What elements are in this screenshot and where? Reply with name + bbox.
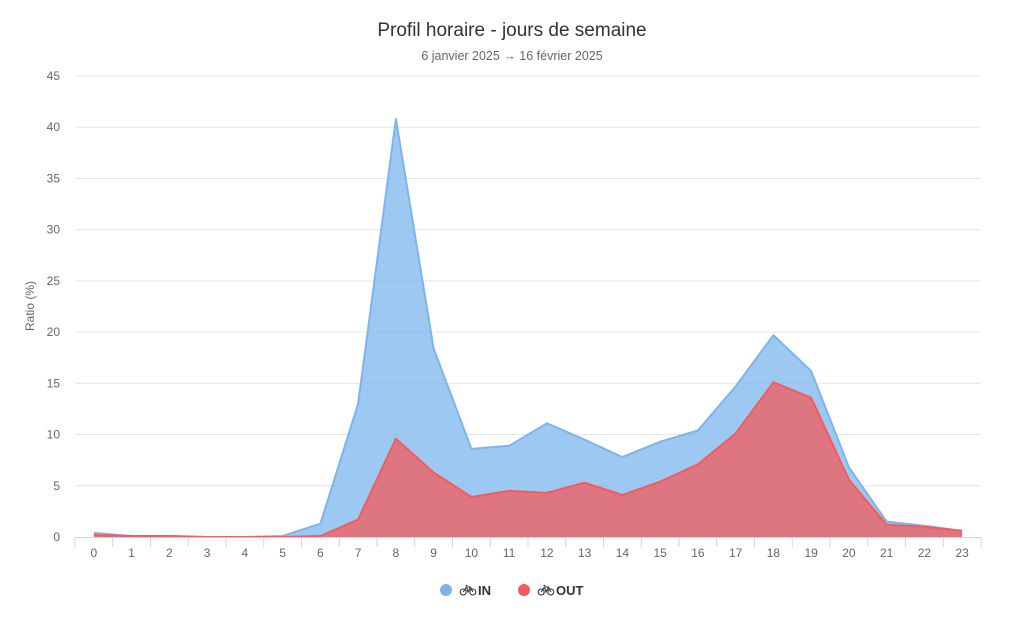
x-tick-label: 14	[616, 546, 630, 560]
y-tick-label: 35	[47, 171, 61, 185]
y-tick-label: 45	[47, 69, 61, 83]
legend-item-in[interactable]: IN	[440, 583, 491, 598]
x-tick-label: 11	[503, 546, 516, 560]
y-tick-label: 15	[47, 376, 61, 390]
x-tick-label: 16	[691, 546, 705, 560]
x-tick-label: 8	[393, 546, 400, 560]
x-tick-label: 3	[204, 546, 211, 560]
legend-marker	[518, 584, 530, 596]
x-tick-label: 5	[279, 546, 286, 560]
x-tick-label: 19	[804, 546, 818, 560]
y-tick-label: 25	[47, 274, 61, 288]
x-tick-label: 6	[317, 546, 324, 560]
x-tick-label: 1	[128, 546, 135, 560]
chart-title: Profil horaire - jours de semaine	[377, 20, 646, 41]
legend-marker	[440, 584, 452, 596]
legend-label-in: IN	[478, 583, 491, 598]
x-axis: 0 1 2 3 4 5 6 7 8 9 10 11 12 13 14 15 16 17 18 19 20 21 22 23	[74, 537, 982, 560]
y-tick-label: 5	[53, 479, 60, 493]
x-tick-label: 2	[166, 546, 173, 560]
y-axis: 0 5 10 15 20 25 30 35 40 45	[47, 69, 61, 544]
x-tick-label: 18	[767, 546, 781, 560]
bicycle-icon	[459, 584, 477, 596]
x-tick-label: 7	[355, 546, 362, 560]
legend-label-out: OUT	[556, 583, 584, 598]
y-tick-label: 10	[47, 428, 61, 442]
x-tick-label: 15	[653, 546, 667, 560]
x-tick-label: 0	[91, 546, 98, 560]
x-tick-label: 21	[880, 546, 894, 560]
y-tick-label: 30	[47, 223, 61, 237]
y-tick-label: 40	[47, 120, 61, 134]
x-tick-label: 9	[430, 546, 437, 560]
legend: IN OUT	[440, 583, 584, 598]
x-tick-label: 17	[729, 546, 743, 560]
bicycle-icon	[537, 584, 555, 596]
x-tick-label: 22	[918, 546, 932, 560]
y-tick-label: 20	[47, 325, 61, 339]
chart-subtitle: 6 janvier 2025 → 16 février 2025	[421, 49, 602, 63]
x-tick-label: 20	[842, 546, 856, 560]
legend-item-out[interactable]: OUT	[518, 583, 584, 598]
y-tick-label: 0	[53, 530, 60, 544]
x-tick-label: 13	[578, 546, 592, 560]
x-tick-label: 10	[465, 546, 479, 560]
series-layer	[93, 118, 963, 538]
grid	[75, 75, 981, 487]
x-tick-label: 12	[540, 546, 554, 560]
y-axis-title: Ratio (%)	[23, 281, 37, 331]
x-tick-label: 4	[242, 546, 249, 560]
x-tick-label: 23	[955, 546, 969, 560]
